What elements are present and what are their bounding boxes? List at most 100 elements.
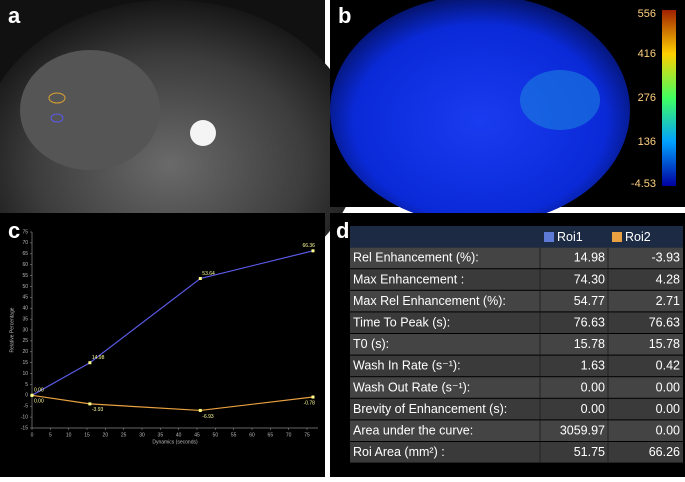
x-tick-label: 40 <box>176 432 182 438</box>
panel-label: b <box>338 3 351 28</box>
table-cell: 66.26 <box>649 445 680 459</box>
y-tick-label: 65 <box>22 251 28 257</box>
x-tick-label: 50 <box>213 432 219 438</box>
y-tick-label: 20 <box>22 349 28 355</box>
point-label: 53.64 <box>202 271 215 277</box>
colorbar-tick-label: 136 <box>638 136 656 148</box>
table-cell: T0 (s): <box>353 337 389 351</box>
series-line <box>31 394 314 412</box>
y-tick-label: 35 <box>22 316 28 322</box>
colorbar <box>662 10 676 186</box>
point <box>198 277 202 281</box>
table-cell: 14.98 <box>574 251 605 265</box>
table-cell: 4.28 <box>656 272 680 286</box>
x-tick-label: 75 <box>304 432 310 438</box>
table-cell: Wash Out Rate (s⁻¹): <box>353 380 470 394</box>
x-tick-label: 70 <box>286 432 292 438</box>
table-cell: 0.00 <box>656 402 680 416</box>
x-tick-label: 20 <box>103 432 109 438</box>
perfusion-region <box>520 70 600 130</box>
point <box>88 361 92 365</box>
table-cell: 15.78 <box>574 337 605 351</box>
y-tick-label: 10 <box>22 371 28 377</box>
y-tick-label: 75 <box>22 229 28 235</box>
table-cell: -3.93 <box>652 251 681 265</box>
table-cell: 1.63 <box>581 359 605 373</box>
y-tick-label: 40 <box>22 306 28 312</box>
table-cell: 54.77 <box>574 294 605 308</box>
y-tick-label: 60 <box>22 262 28 268</box>
mri-liver <box>20 50 160 170</box>
table-cell: 0.00 <box>581 402 605 416</box>
y-tick-label: 45 <box>22 295 28 301</box>
point <box>88 402 92 406</box>
table-row-bg <box>350 290 683 312</box>
panel-c-bg <box>0 213 325 477</box>
point <box>311 395 315 399</box>
mri-aorta <box>190 120 216 146</box>
table-row-bg <box>350 420 683 441</box>
table-cell: Wash In Rate (s⁻¹): <box>353 359 461 373</box>
table-cell: Rel Enhancement (%): <box>353 251 479 265</box>
panel-label: a <box>8 3 21 28</box>
point <box>198 408 202 412</box>
table-header: Roi2 <box>625 230 651 244</box>
point-label: -0.78 <box>304 400 316 406</box>
table-cell: 74.30 <box>574 272 605 286</box>
roi-1 <box>50 113 64 123</box>
point-label: 14.98 <box>92 355 105 361</box>
y-axis-title: Relative Percentage <box>9 307 15 352</box>
colorbar-tick-label: 416 <box>638 48 656 60</box>
series-line <box>31 250 314 396</box>
table-row-bg <box>350 312 683 333</box>
point <box>311 249 315 253</box>
table-cell: Brevity of Enhancement (s): <box>353 402 507 416</box>
x-axis-title: Dynamics (seconds) <box>152 439 198 445</box>
point-label: 66.36 <box>302 243 315 249</box>
x-tick-label: 35 <box>158 432 164 438</box>
table-header: Roi1 <box>557 230 583 244</box>
table-row-bg <box>350 377 683 398</box>
legend-swatch <box>544 232 554 242</box>
table-row-bg <box>350 269 683 290</box>
point-label: -3.93 <box>92 407 104 413</box>
panel-label: d <box>336 218 349 243</box>
table-cell: Max Enhancement : <box>353 272 464 286</box>
point-label: 0.00 <box>34 388 44 394</box>
point-label: 0.00 <box>34 399 44 405</box>
colorbar-tick-label: 276 <box>638 92 656 104</box>
table-row-bg <box>350 355 683 377</box>
table-cell: Time To Peak (s): <box>353 315 450 329</box>
x-tick-label: 15 <box>84 432 90 438</box>
table-cell: 15.78 <box>649 337 680 351</box>
table-cell: 2.71 <box>656 294 680 308</box>
table-header-bg <box>350 226 683 248</box>
colorbar-tick-label: -4.53 <box>631 178 656 190</box>
y-tick-label: -15 <box>21 425 28 431</box>
table-row-bg <box>350 334 683 355</box>
perfusion-map <box>330 0 630 225</box>
table-cell: 0.00 <box>656 380 680 394</box>
x-tick-label: 45 <box>194 432 200 438</box>
table-row-bg <box>350 247 683 269</box>
point <box>30 393 34 397</box>
y-tick-label: 55 <box>22 273 28 279</box>
y-tick-label: 30 <box>22 327 28 333</box>
panel-label: c <box>8 218 20 243</box>
table-cell: Area under the curve: <box>353 423 473 437</box>
y-tick-label: 25 <box>22 338 28 344</box>
table-cell: 51.75 <box>574 445 605 459</box>
y-tick-label: -10 <box>21 414 28 420</box>
y-tick-label: -5 <box>24 404 29 410</box>
x-tick-label: 10 <box>66 432 72 438</box>
x-tick-label: 65 <box>268 432 274 438</box>
y-tick-label: 15 <box>22 360 28 366</box>
x-tick-label: 25 <box>121 432 127 438</box>
table-cell: 0.00 <box>581 380 605 394</box>
table-cell: 0.00 <box>656 423 680 437</box>
table-cell: 0.42 <box>656 359 680 373</box>
colorbar-tick-label: 556 <box>638 8 656 20</box>
table-row-bg <box>350 398 683 420</box>
